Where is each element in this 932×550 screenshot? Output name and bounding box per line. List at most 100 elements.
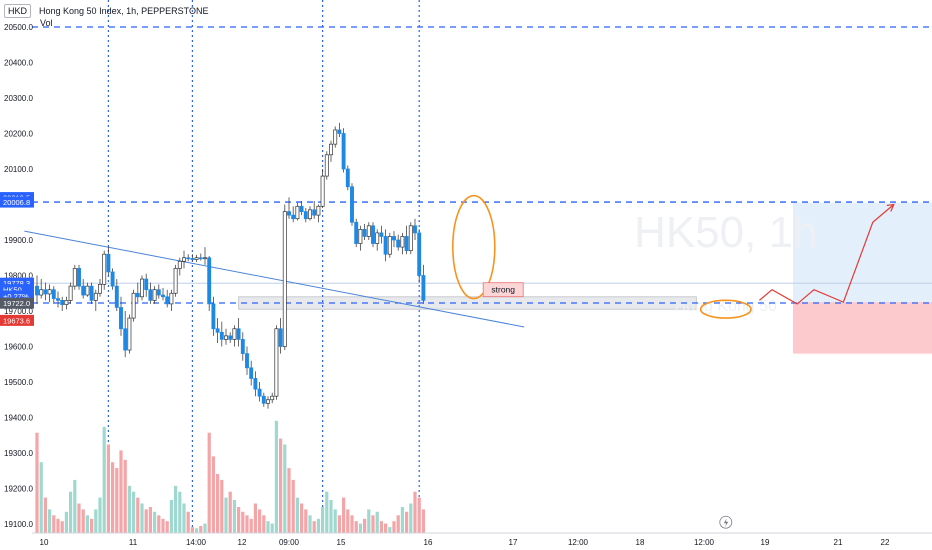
candle-body [110, 271, 115, 287]
volume-bar [161, 518, 165, 533]
candle-body [417, 232, 422, 276]
trendline [24, 230, 525, 328]
candle-body [152, 289, 157, 301]
volume-bar [94, 509, 98, 533]
candle-body [77, 268, 81, 287]
candle-body [274, 328, 279, 397]
candle-body [295, 205, 300, 220]
volume-bar [392, 521, 396, 533]
orange-ellipse-1 [451, 194, 496, 300]
target-zone [793, 202, 932, 303]
y-tick-label: 19600.0 [4, 343, 33, 352]
lightning-glyph [723, 518, 729, 528]
candle-body [312, 209, 317, 216]
volume-bar [262, 515, 266, 533]
candle-body [203, 257, 207, 260]
candle-body [253, 378, 258, 390]
candle-body [60, 300, 65, 305]
candle-body [127, 317, 132, 351]
symbol-pill[interactable]: HKD [4, 4, 32, 18]
y-tick-label: 19800.0 [4, 272, 33, 281]
volume-bar [253, 503, 257, 533]
volume-bar [140, 503, 144, 533]
volume-label: Vol [40, 18, 53, 28]
price-label-box [0, 297, 34, 309]
volume-bar [43, 497, 47, 533]
volume-bar [358, 523, 362, 533]
candle-body [43, 289, 48, 295]
candle-body [93, 292, 98, 301]
candle-body [35, 285, 39, 296]
candle-body [282, 211, 287, 347]
volume-bar [371, 515, 375, 533]
price-label: HK50 [3, 286, 22, 295]
volume-bar [195, 528, 199, 533]
volume-bar [165, 521, 169, 533]
annotation-box [482, 282, 524, 298]
volume-bar [144, 509, 148, 533]
volume-bar [245, 515, 249, 533]
candle-body [182, 257, 186, 262]
volume-bar [237, 507, 241, 533]
candle-body [89, 285, 94, 301]
y-tick-label: 19500.0 [4, 378, 33, 387]
candle-body [291, 214, 296, 220]
candle-body [114, 285, 119, 308]
x-tick-label: 12:00 [694, 538, 715, 547]
candle-body [156, 289, 161, 296]
volume-bar [283, 444, 287, 533]
volume-bar [342, 497, 346, 533]
candle-body [186, 257, 191, 260]
volume-bar [207, 432, 211, 533]
candle-body [337, 129, 342, 134]
y-tick-label: 20300.0 [4, 94, 33, 103]
candle-body [413, 225, 417, 234]
candle-body [345, 168, 350, 188]
candle-body [98, 284, 102, 294]
volume-bar [279, 438, 283, 533]
volume-bar [321, 507, 325, 533]
candle-body [131, 292, 136, 319]
volume-bar [98, 497, 102, 533]
watermark-symbol: HK50, 1h [634, 208, 817, 257]
volume-bar [119, 450, 123, 533]
x-tick-label: 12 [238, 538, 247, 547]
candle-body [341, 133, 346, 170]
candle-body [333, 129, 338, 145]
volume-bar [90, 518, 94, 533]
volume-bar [123, 459, 127, 533]
price-label: 19778.3 [3, 279, 30, 288]
candle-body [161, 294, 165, 298]
y-tick-label: 20400.0 [4, 59, 33, 68]
candle-body [119, 307, 123, 330]
stop-zone [793, 302, 932, 354]
candle-body [81, 285, 86, 296]
candle-body [299, 205, 304, 212]
candle-body [39, 289, 44, 296]
candle-body [261, 395, 266, 404]
volume-bar [287, 468, 291, 533]
volume-bar [35, 432, 39, 533]
candle-body [56, 298, 60, 301]
candle-body [278, 328, 283, 347]
volume-bar [85, 515, 89, 533]
candle-body [404, 236, 409, 251]
price-label-box [0, 196, 34, 208]
volume-bar [363, 518, 367, 533]
volume-bar [211, 456, 215, 533]
x-tick-label: 16 [424, 538, 433, 547]
volume-bar [249, 518, 253, 533]
volume-bar [300, 503, 304, 533]
volume-bar [178, 491, 182, 533]
price-label: +0.27% [3, 292, 29, 301]
y-tick-label: 19300.0 [4, 449, 33, 458]
volume-bar [413, 491, 417, 533]
candle-body [47, 289, 52, 295]
candle-body [135, 292, 140, 298]
candle-body [400, 236, 405, 248]
volume-bar [337, 515, 341, 533]
candle-body [215, 328, 220, 333]
candle-body [362, 229, 367, 237]
candle-body [287, 211, 291, 216]
